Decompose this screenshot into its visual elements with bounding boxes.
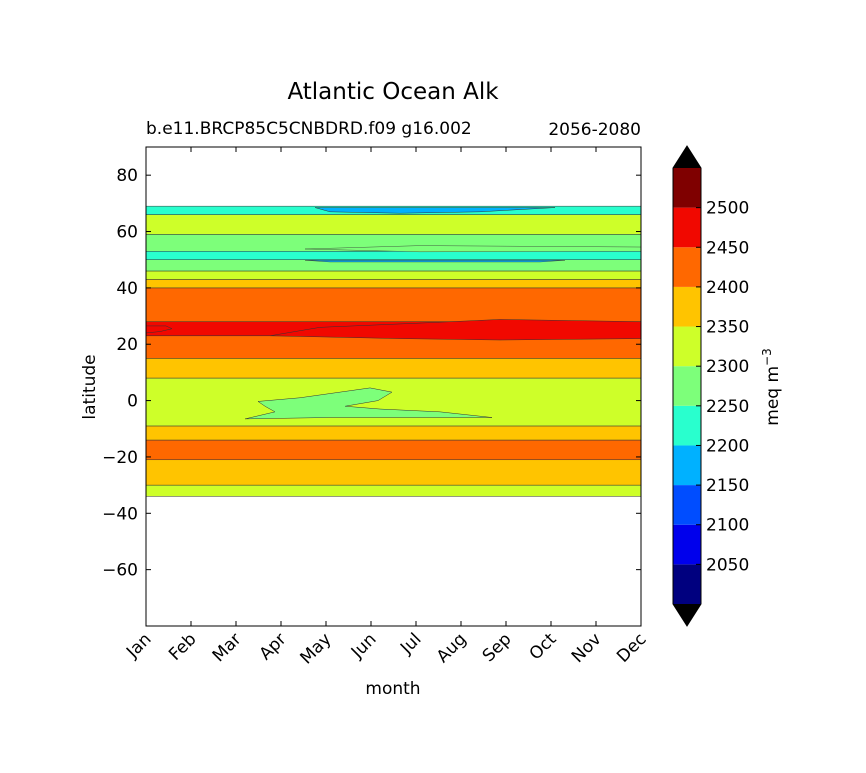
x-tick-label: Nov xyxy=(568,629,606,667)
contour-bands xyxy=(146,205,641,497)
x-tick-label: Jul xyxy=(396,629,425,658)
colorbar-tick-label: 2350 xyxy=(706,318,749,338)
x-tick-label: May xyxy=(297,629,336,668)
colorbar-segment xyxy=(673,326,701,367)
x-tick-label: Dec xyxy=(613,629,650,666)
colorbar-label-unit: meq m xyxy=(763,366,783,426)
y-tick-label: −20 xyxy=(102,448,138,468)
y-tick-label: 20 xyxy=(116,335,138,355)
contour-band-0 xyxy=(146,484,641,497)
blue-patch-north xyxy=(314,207,556,214)
y-axis-label: latitude xyxy=(80,354,100,419)
colorbar-tick-label: 2250 xyxy=(706,397,749,417)
colorbar-segment xyxy=(673,564,701,604)
contour-band-10 xyxy=(146,270,641,280)
colorbar-segment xyxy=(673,247,701,287)
colorbar-tick-label: 2450 xyxy=(706,238,749,258)
colorbar-tick-label: 2400 xyxy=(706,278,749,298)
colorbar-segment xyxy=(673,366,701,406)
contour-plot-area: 80 60 40 20 0 −20 −40 −60 Jan Feb Mar Apr May Jun Jul… xyxy=(80,146,651,699)
contour-band-9 xyxy=(146,279,641,289)
cyan-strip-midlat xyxy=(304,260,566,263)
colorbar-tick-label: 2300 xyxy=(706,357,749,377)
x-tick-label: Jun xyxy=(347,629,381,663)
contour-band-5 xyxy=(146,358,641,379)
chart-subtitle-right: 2056-2080 xyxy=(548,120,641,140)
plot-frame xyxy=(145,146,642,627)
x-tick-label: Apr xyxy=(256,629,291,664)
contour-details xyxy=(146,207,641,420)
colorbar-segment xyxy=(673,286,701,327)
y-tick-label: 0 xyxy=(127,392,138,412)
colorbar-tick-label: 2100 xyxy=(706,516,749,536)
colorbar-label-exponent: −3 xyxy=(760,348,774,366)
contour-band-14 xyxy=(146,214,641,235)
chart-subtitle-left: b.e11.BRCP85C5CNBDRD.f09 g16.002 xyxy=(146,119,472,139)
colorbar-label: meq m−3 xyxy=(760,348,783,425)
colorbar-tick-label: 2050 xyxy=(706,555,749,575)
colorbar-under-arrow xyxy=(673,604,701,626)
contour-band-12 xyxy=(146,251,641,260)
colorbar-tick-label: 2150 xyxy=(706,476,749,496)
colorbar-over-arrow xyxy=(673,146,701,168)
y-tick-label: 80 xyxy=(116,166,138,186)
contour-band-4 xyxy=(146,377,641,427)
green-strip-north xyxy=(304,245,641,253)
colorbar-segment xyxy=(673,485,701,525)
y-tick-label: −40 xyxy=(102,504,138,524)
colorbar-segment xyxy=(673,168,701,208)
colorbar-segment xyxy=(673,524,701,565)
contour-band-2 xyxy=(146,439,641,461)
x-tick-label: Jan xyxy=(122,629,155,662)
colorbar-tick-label: 2200 xyxy=(706,436,749,456)
red-band-growth xyxy=(269,319,641,341)
red-patch-jan xyxy=(146,325,173,334)
contour-band-8 xyxy=(146,287,641,322)
x-tick-label: Oct xyxy=(526,629,561,664)
chart-title: Atlantic Ocean Alk xyxy=(287,79,499,105)
x-axis-label: month xyxy=(365,679,420,699)
x-tick-label: Aug xyxy=(433,629,471,667)
contour-band-3 xyxy=(146,425,641,441)
y-axis: 80 60 40 20 0 −20 −40 −60 xyxy=(102,166,641,581)
colorbar-outline xyxy=(672,145,702,627)
x-tick-label: Feb xyxy=(165,629,200,664)
colorbar-segment xyxy=(673,405,701,446)
colorbar: 2050 2100 2150 2200 2250 2300 2350 2400 2450 2500 xyxy=(672,145,749,627)
y-tick-label: 40 xyxy=(116,279,138,299)
x-tick-label: Mar xyxy=(209,629,246,666)
y-tick-label: 60 xyxy=(116,223,138,243)
x-tick-label: Sep xyxy=(479,629,516,666)
colorbar-tick-label: 2500 xyxy=(706,199,749,219)
colorbar-segment xyxy=(673,207,701,248)
contour-band-1 xyxy=(146,459,641,486)
y-tick-label: −60 xyxy=(102,561,138,581)
green-patch-equator xyxy=(244,387,493,420)
colorbar-segment xyxy=(673,445,701,486)
